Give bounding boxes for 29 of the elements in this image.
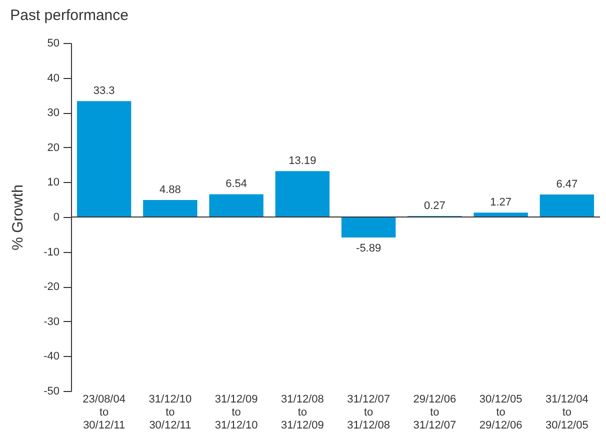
y-tick-label: 20	[47, 142, 60, 154]
x-tick-label: 31/12/04 to 30/12/05	[546, 394, 588, 432]
data-label: -5.89	[356, 242, 382, 254]
y-tick-label: -20	[44, 281, 60, 294]
data-label: 33.3	[93, 85, 115, 98]
x-tick-label: 31/12/08 to 31/12/09	[281, 394, 324, 432]
y-tick-label: -40	[44, 350, 60, 363]
data-label: 1.27	[490, 196, 512, 209]
data-label: 4.88	[159, 184, 181, 196]
x-tick-label: 23/08/04 to 30/12/11	[82, 394, 126, 432]
y-tick-label: 50	[47, 38, 60, 50]
x-tick-label: 31/12/09 to 31/12/10	[214, 394, 258, 432]
data-label: 0.27	[424, 200, 446, 212]
x-tick-label: 29/12/06 to 31/12/07	[413, 394, 456, 432]
y-tick-label: 10	[47, 176, 60, 189]
data-label: 13.19	[288, 155, 316, 168]
x-tick-label: 31/12/07 to 31/12/08	[347, 394, 390, 432]
y-tick-label: -10	[44, 246, 60, 258]
chart-title: Past performance	[10, 7, 128, 24]
data-label: 6.54	[226, 178, 248, 190]
y-tick-label: 30	[47, 107, 60, 120]
x-tick-label: 30/12/05 to 29/12/06	[479, 394, 522, 432]
y-tick-label: 40	[47, 72, 60, 84]
y-tick-label: -50	[44, 386, 60, 398]
y-tick-label: -30	[44, 316, 60, 328]
y-tick-label: 0	[53, 212, 60, 224]
y-axis-title: % Growth	[10, 184, 27, 250]
data-label: 6.47	[556, 178, 578, 190]
x-tick-label: 31/12/10 to 30/12/11	[148, 394, 192, 432]
